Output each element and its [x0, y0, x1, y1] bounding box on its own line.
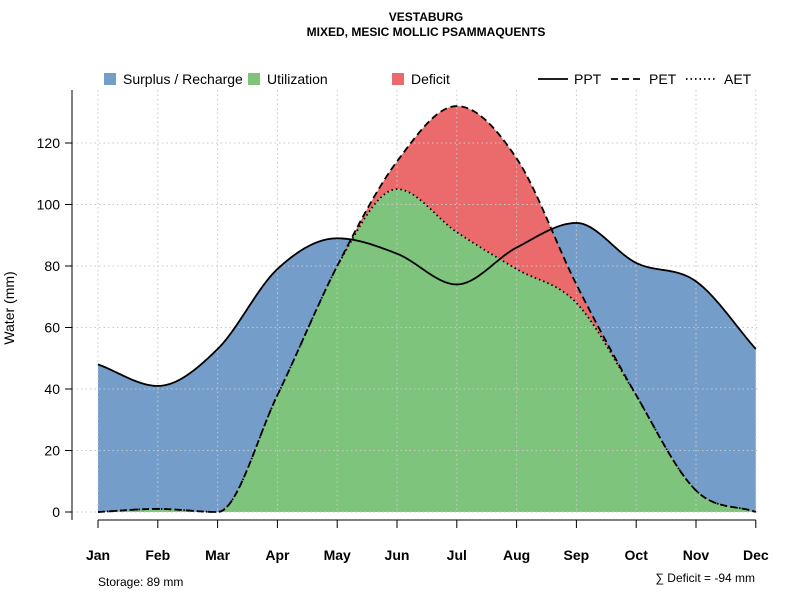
x-tick-label: Oct [625, 547, 649, 563]
x-tick-label: Jun [385, 547, 410, 563]
legend-deficit-swatch [392, 73, 404, 85]
legend-utilization-swatch [248, 73, 260, 85]
x-tick-label: Jan [86, 547, 110, 563]
x-tick-label: May [324, 547, 351, 563]
y-axis-label: Water (mm) [1, 271, 17, 344]
y-tick-label: 80 [44, 258, 60, 274]
grid [72, 90, 760, 513]
x-tick-label: Nov [683, 547, 710, 563]
legend-aet-label: AET [724, 71, 752, 87]
chart-subtitle: MIXED, MESIC MOLLIC PSAMMAQUENTS [307, 25, 546, 39]
x-tick-label: Aug [503, 547, 530, 563]
legend-utilization-label: Utilization [267, 71, 328, 87]
storage-annotation: Storage: 89 mm [98, 575, 183, 589]
y-tick-label: 20 [44, 443, 60, 459]
x-tick-label: Dec [743, 547, 769, 563]
legend-surplus-recharge-swatch [104, 73, 116, 85]
series-line-aet [97, 188, 757, 513]
y-tick-label: 0 [52, 504, 60, 520]
x-tick-label: Sep [564, 547, 590, 563]
legend-ppt: PPT [538, 71, 602, 87]
legend-pet-label: PET [649, 71, 677, 87]
x-tick-label: Feb [145, 547, 170, 563]
legend-deficit-label: Deficit [411, 71, 450, 87]
legend-surplus-recharge-label: Surplus / Recharge [123, 71, 243, 87]
series-line-ppt [97, 222, 757, 387]
legend-aet: AET [686, 71, 752, 87]
legend-ppt-label: PPT [574, 71, 602, 87]
legend-surplus-recharge: Surplus / Recharge [104, 71, 243, 87]
y-tick-label: 40 [44, 381, 60, 397]
chart-title: VESTABURG [389, 10, 463, 24]
legend-utilization: Utilization [248, 71, 328, 87]
deficit-area [98, 106, 756, 512]
y-tick-label: 120 [37, 135, 61, 151]
x-tick-label: Mar [205, 547, 230, 563]
deficit-annotation: ∑ Deficit = -94 mm [655, 571, 755, 585]
x-tick-label: Apr [265, 547, 290, 563]
x-tick-label: Jul [447, 547, 467, 563]
series-line-pet [97, 105, 757, 513]
legend-pet: PET [611, 71, 677, 87]
legend-deficit: Deficit [392, 71, 450, 87]
y-tick-label: 60 [44, 320, 60, 336]
y-tick-label: 100 [37, 197, 61, 213]
